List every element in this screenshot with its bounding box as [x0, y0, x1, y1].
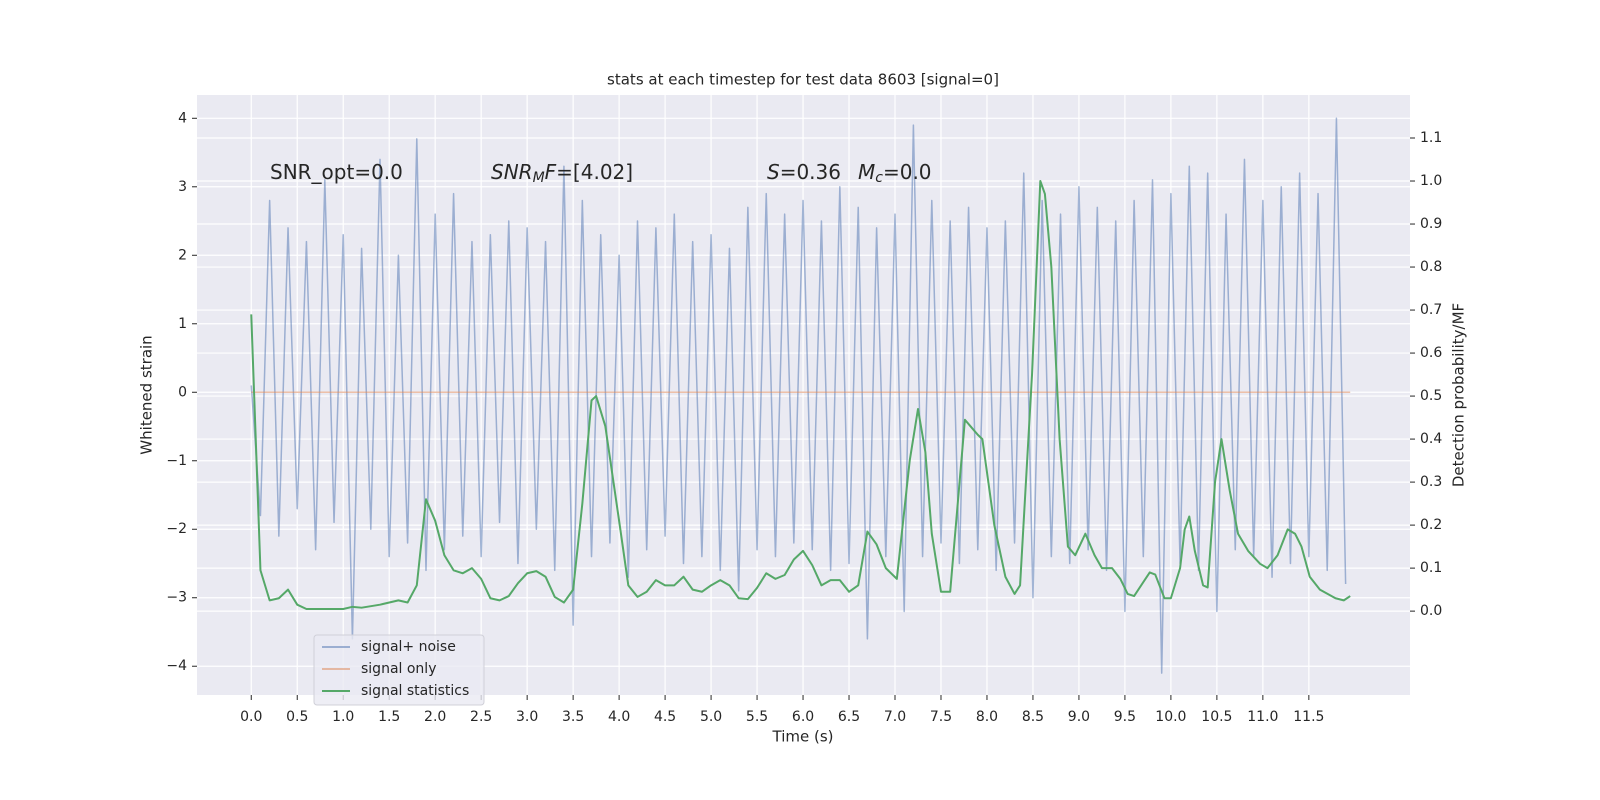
x-tick-label: 3.5 [562, 709, 584, 725]
marks [250, 117, 1351, 674]
x-tick-label: 10.5 [1201, 709, 1232, 725]
x-tick-label: 9.5 [1114, 709, 1136, 725]
y-tick-label: −1 [166, 453, 187, 469]
annotation-part: M [858, 160, 875, 184]
y2-axis-label: Detection probability/MF [1450, 303, 1468, 487]
y2-tick-label: 0.6 [1420, 345, 1442, 361]
annotation-part: =0.36 [780, 160, 841, 184]
y-tick-label: 2 [178, 247, 187, 263]
annotation-part: SNR_opt=0.0 [270, 160, 403, 184]
annotation: SNRMF=[4.02] [491, 160, 633, 187]
series-line [250, 180, 1351, 610]
x-tick-label: 2.5 [470, 709, 492, 725]
annotation-part: =0.0 [883, 160, 932, 184]
labels: 0.0 0.5 1.0 1.5 2.0 2.5 3.0 3.5 4.0 4.5 5.0 5.5 6.0 6… [166, 110, 1442, 725]
x-tick-label: 7.5 [930, 709, 952, 725]
x-tick-label: 11.0 [1247, 709, 1278, 725]
y2-tick-label: 0.4 [1420, 431, 1442, 447]
x-tick-label: 1.0 [332, 709, 354, 725]
x-axis-label: Time (s) [772, 728, 834, 746]
x-tick-label: 1.5 [378, 709, 400, 725]
annotation: SNR_opt=0.0 [270, 160, 403, 184]
x-tick-label: 7.0 [884, 709, 906, 725]
annotation-part: =[4.02] [556, 160, 633, 184]
x-tick-label: 11.5 [1293, 709, 1324, 725]
x-tick-label: 2.0 [424, 709, 446, 725]
y-tick-label: 4 [178, 110, 187, 126]
legend-label: signal only [361, 661, 436, 677]
y2-tick-label: 0.8 [1420, 259, 1442, 275]
annotation: S=0.36 [767, 160, 841, 184]
legend-label: signal statistics [361, 683, 469, 699]
legend-box [313, 634, 485, 706]
y-axis-label: Whitened strain [138, 335, 156, 454]
y2-tick-label: 0.2 [1420, 517, 1442, 533]
y-tick-label: −2 [166, 521, 187, 537]
y2-tick-label: 0.0 [1420, 603, 1442, 619]
y2-tick-label: 0.5 [1420, 388, 1442, 404]
x-tick-label: 6.5 [838, 709, 860, 725]
annotation-part: c [875, 170, 883, 186]
x-tick-label: 4.5 [654, 709, 676, 725]
x-tick-label: 6.0 [792, 709, 814, 725]
y2-tick-label: 1.1 [1420, 130, 1442, 146]
annotation: Mc=0.0 [858, 160, 932, 187]
y-tick-label: 3 [178, 179, 187, 195]
annotation-part: SNR [491, 160, 533, 184]
y2-tick-label: 0.7 [1420, 302, 1442, 318]
chart-title: stats at each timestep for test data 860… [607, 71, 999, 89]
x-tick-label: 5.0 [700, 709, 722, 725]
legend-label: signal+ noise [361, 639, 456, 655]
x-tick-label: 10.0 [1155, 709, 1186, 725]
y-tick-label: −4 [166, 658, 187, 674]
x-tick-label: 9.0 [1068, 709, 1090, 725]
y2-tick-label: 0.3 [1420, 474, 1442, 490]
annotation-part: M [533, 170, 545, 186]
x-tick-label: 3.0 [516, 709, 538, 725]
x-tick-label: 5.5 [746, 709, 768, 725]
x-tick-label: 8.0 [976, 709, 998, 725]
x-tick-label: 0.5 [286, 709, 308, 725]
y-tick-label: 1 [178, 316, 187, 332]
y2-tick-label: 0.1 [1420, 560, 1442, 576]
y2-tick-label: 1.0 [1420, 173, 1442, 189]
x-tick-label: 0.0 [240, 709, 262, 725]
annotation-part: S [767, 160, 780, 184]
y2-tick-label: 0.9 [1420, 216, 1442, 232]
y-tick-label: −3 [166, 590, 187, 606]
x-tick-label: 4.0 [608, 709, 630, 725]
x-tick-label: 8.5 [1022, 709, 1044, 725]
annotation-part: F [545, 160, 557, 184]
y-tick-label: 0 [178, 384, 187, 400]
